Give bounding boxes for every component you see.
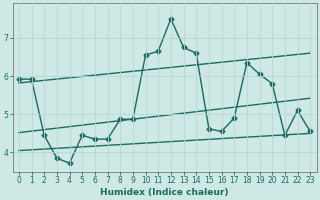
X-axis label: Humidex (Indice chaleur): Humidex (Indice chaleur): [100, 188, 229, 197]
